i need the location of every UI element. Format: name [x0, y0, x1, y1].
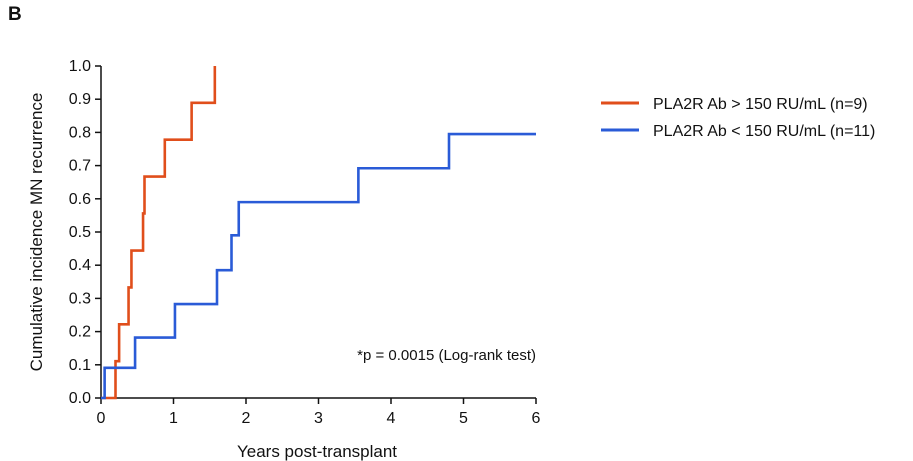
axes: 0.0 0.1 0.2 0.3 0.4 0.5 0.6 0.7 0.8 0.9 1.0 0 1 2 3 4 5 6: [69, 58, 541, 427]
x-tick-label: 1: [169, 410, 178, 427]
y-tick-label: 0.8: [69, 124, 91, 141]
series-layer: [101, 66, 536, 400]
legend-label-1: PLA2R Ab > 150 RU/mL (n=9): [653, 96, 868, 113]
p-value-annotation: *p = 0.0015 (Log-rank test): [357, 347, 536, 364]
y-tick-label: 0.0: [69, 390, 91, 407]
x-tick-label: 6: [532, 410, 541, 427]
legend-label-2: PLA2R Ab < 150 RU/mL (n=11): [653, 123, 875, 140]
x-axis-title: Years post-transplant: [237, 442, 397, 461]
y-tick-label: 0.2: [69, 324, 91, 341]
y-tick-label: 0.6: [69, 191, 91, 208]
x-tick-label: 0: [97, 410, 106, 427]
panel-label: B: [8, 4, 22, 25]
x-tick-label: 2: [242, 410, 251, 427]
y-tick-label: 0.3: [69, 290, 91, 307]
legend: PLA2R Ab > 150 RU/mL (n=9) PLA2R Ab < 150…: [601, 96, 875, 140]
x-tick-label: 3: [314, 410, 323, 427]
y-tick-label: 0.4: [69, 257, 91, 274]
y-tick-label: 0.5: [69, 224, 91, 241]
y-tick-label: 0.7: [69, 158, 91, 175]
series-line-2: [101, 132, 536, 400]
y-tick-label: 0.9: [69, 91, 91, 108]
y-tick-label: 1.0: [69, 58, 91, 75]
x-tick-label: 5: [459, 410, 468, 427]
x-tick-label: 4: [387, 410, 396, 427]
y-tick-label: 0.1: [69, 357, 91, 374]
series-line-1: [101, 66, 217, 400]
y-axis-title: Cumulative incidence MN recurrence: [27, 93, 46, 372]
